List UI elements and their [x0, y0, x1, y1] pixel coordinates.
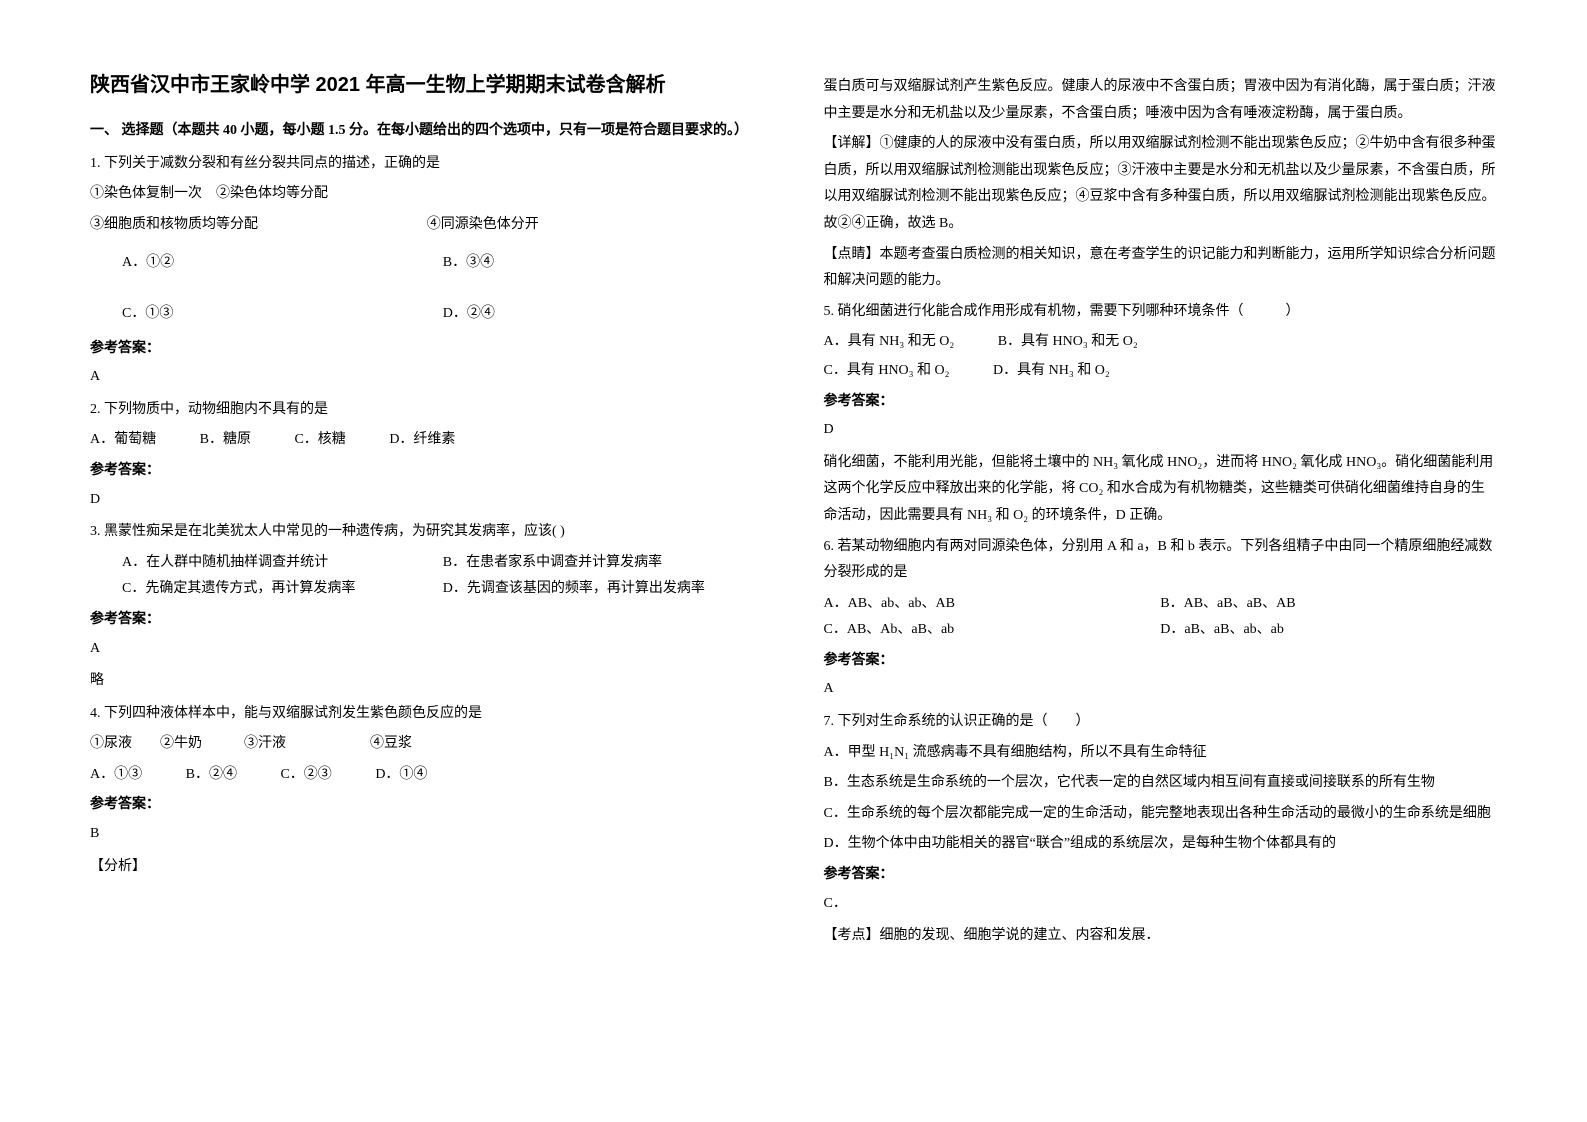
- q1-option-c: C．①③: [122, 301, 443, 328]
- q7-answer-label: 参考答案：: [824, 862, 1498, 889]
- q4-option-a: A．①③: [90, 762, 142, 789]
- q3-option-c: C．先确定其遗传方式，再计算发病率: [122, 576, 443, 603]
- q6-options-cd: C．AB、Ab、aB、ab D．aB、aB、ab、ab: [824, 617, 1498, 644]
- q2-answer-label: 参考答案：: [90, 458, 764, 485]
- q1-options-ab: A．①② B．③④: [90, 250, 764, 277]
- q7-option-c: C．生命系统的每个层次都能完成一定的生命活动，能完整地表现出各种生命活动的最微小…: [824, 801, 1498, 828]
- q3-answer-label: 参考答案：: [90, 607, 764, 634]
- q3-stem: 3. 黑蒙性痴呆是在北美犹太人中常见的一种遗传病，为研究其发病率，应该( ): [90, 519, 764, 546]
- q2-answer: D: [90, 487, 764, 514]
- q4-answer: B: [90, 821, 764, 848]
- q1-line1: ①染色体复制一次 ②染色体均等分配: [90, 181, 764, 208]
- q6-option-b: B．AB、aB、aB、AB: [1160, 591, 1497, 618]
- q4-explain-p2: 【详解】①健康的人的尿液中没有蛋白质，所以用双缩脲试剂检测不能出现紫色反应；②牛…: [824, 131, 1498, 237]
- q6-stem: 6. 若某动物细胞内有两对同源染色体，分别用 A 和 a，B 和 b 表示。下列…: [824, 534, 1498, 587]
- q3-option-a: A．在人群中随机抽样调查并统计: [122, 550, 443, 577]
- right-column: 蛋白质可与双缩脲试剂产生紫色反应。健康人的尿液中不含蛋白质；胃液中因为有消化酶，…: [824, 70, 1498, 954]
- q7-option-d: D．生物个体中由功能相关的器官“联合”组成的系统层次，是每种生物个体都具有的: [824, 831, 1498, 858]
- q2-option-a: A．葡萄糖: [90, 427, 156, 454]
- exam-title: 陕西省汉中市王家岭中学 2021 年高一生物上学期期末试卷含解析: [90, 70, 764, 100]
- q4-analysis-label: 【分析】: [90, 854, 764, 881]
- q3-options-cd: C．先确定其遗传方式，再计算发病率 D．先调查该基因的频率，再计算出发病率: [90, 576, 764, 603]
- q6-option-d: D．aB、aB、ab、ab: [1160, 617, 1497, 644]
- q1-option-d: D．②④: [443, 301, 764, 328]
- q1-line2: ③细胞质和核物质均等分配 ④同源染色体分开: [90, 212, 764, 239]
- exam-page: 陕西省汉中市王家岭中学 2021 年高一生物上学期期末试卷含解析 一、 选择题（…: [0, 0, 1587, 994]
- section-1-heading: 一、 选择题（本题共 40 小题，每小题 1.5 分。在每小题给出的四个选项中，…: [90, 118, 764, 145]
- q4-explain-p1: 蛋白质可与双缩脲试剂产生紫色反应。健康人的尿液中不含蛋白质；胃液中因为有消化酶，…: [824, 74, 1498, 127]
- q3-option-d: D．先调查该基因的频率，再计算出发病率: [443, 576, 764, 603]
- q7-option-a: A．甲型 H₁N₁ 流感病毒不具有细胞结构，所以不具有生命特征: [824, 740, 1498, 767]
- q5-option-c: C．具有 HNO₃ 和 O₂: [824, 358, 950, 385]
- q4-option-c: C．②③: [280, 762, 331, 789]
- q1-option-a: A．①②: [122, 250, 443, 277]
- q5-option-a: A．具有 NH₃ 和无 O₂: [824, 329, 955, 356]
- q4-options: A．①③ B．②④ C．②③ D．①④: [90, 762, 764, 789]
- q2-option-b: B．糖原: [200, 427, 251, 454]
- q4-option-d: D．①④: [375, 762, 427, 789]
- q4-line: ①尿液 ②牛奶 ③汗液 ④豆浆: [90, 731, 764, 758]
- left-column: 陕西省汉中市王家岭中学 2021 年高一生物上学期期末试卷含解析 一、 选择题（…: [90, 70, 764, 954]
- q2-option-d: D．纤维素: [389, 427, 455, 454]
- q6-answer-label: 参考答案：: [824, 648, 1498, 675]
- q2-options: A．葡萄糖 B．糖原 C．核糖 D．纤维素: [90, 427, 764, 454]
- q6-options-ab: A．AB、ab、ab、AB B．AB、aB、aB、AB: [824, 591, 1498, 618]
- q5-options-ab: A．具有 NH₃ 和无 O₂ B．具有 HNO₃ 和无 O₂: [824, 329, 1498, 356]
- q1-options-cd: C．①③ D．②④: [90, 301, 764, 328]
- q4-answer-label: 参考答案：: [90, 792, 764, 819]
- q1-line2b: ④同源染色体分开: [427, 212, 764, 239]
- q4-stem: 4. 下列四种液体样本中，能与双缩脲试剂发生紫色颜色反应的是: [90, 701, 764, 728]
- q1-answer-label: 参考答案：: [90, 336, 764, 363]
- q5-answer: D: [824, 417, 1498, 444]
- q3-answer: A: [90, 636, 764, 663]
- q2-stem: 2. 下列物质中，动物细胞内不具有的是: [90, 397, 764, 424]
- q5-option-d: D．具有 NH₃ 和 O₂: [993, 358, 1110, 385]
- q5-option-b: B．具有 HNO₃ 和无 O₂: [998, 329, 1138, 356]
- q1-option-b: B．③④: [443, 250, 764, 277]
- q2-option-c: C．核糖: [294, 427, 345, 454]
- q5-explanation: 硝化细菌，不能利用光能，但能将土壤中的 NH₃ 氧化成 HNO₂，进而将 HNO…: [824, 450, 1498, 530]
- q7-answer: C．: [824, 891, 1498, 918]
- q1-stem: 1. 下列关于减数分裂和有丝分裂共同点的描述，正确的是: [90, 151, 764, 178]
- q5-answer-label: 参考答案：: [824, 389, 1498, 416]
- q7-option-b: B．生态系统是生命系统的一个层次，它代表一定的自然区域内相互间有直接或间接联系的…: [824, 770, 1498, 797]
- q1-line2a: ③细胞质和核物质均等分配: [90, 212, 427, 239]
- q5-options-cd: C．具有 HNO₃ 和 O₂ D．具有 NH₃ 和 O₂: [824, 358, 1498, 385]
- q6-answer: A: [824, 676, 1498, 703]
- q4-explain-p3: 【点睛】本题考查蛋白质检测的相关知识，意在考查学生的识记能力和判断能力，运用所学…: [824, 242, 1498, 295]
- q1-answer: A: [90, 364, 764, 391]
- q6-option-c: C．AB、Ab、aB、ab: [824, 617, 1161, 644]
- q3-note: 略: [90, 668, 764, 695]
- q3-options-ab: A．在人群中随机抽样调查并统计 B．在患者家系中调查并计算发病率: [90, 550, 764, 577]
- q3-option-b: B．在患者家系中调查并计算发病率: [443, 550, 764, 577]
- q7-stem: 7. 下列对生命系统的认识正确的是（ ）: [824, 709, 1498, 736]
- q6-option-a: A．AB、ab、ab、AB: [824, 591, 1161, 618]
- q5-stem: 5. 硝化细菌进行化能合成作用形成有机物，需要下列哪种环境条件（ ）: [824, 299, 1498, 326]
- q7-keypoint: 【考点】细胞的发现、细胞学说的建立、内容和发展．: [824, 923, 1498, 950]
- q4-option-b: B．②④: [186, 762, 237, 789]
